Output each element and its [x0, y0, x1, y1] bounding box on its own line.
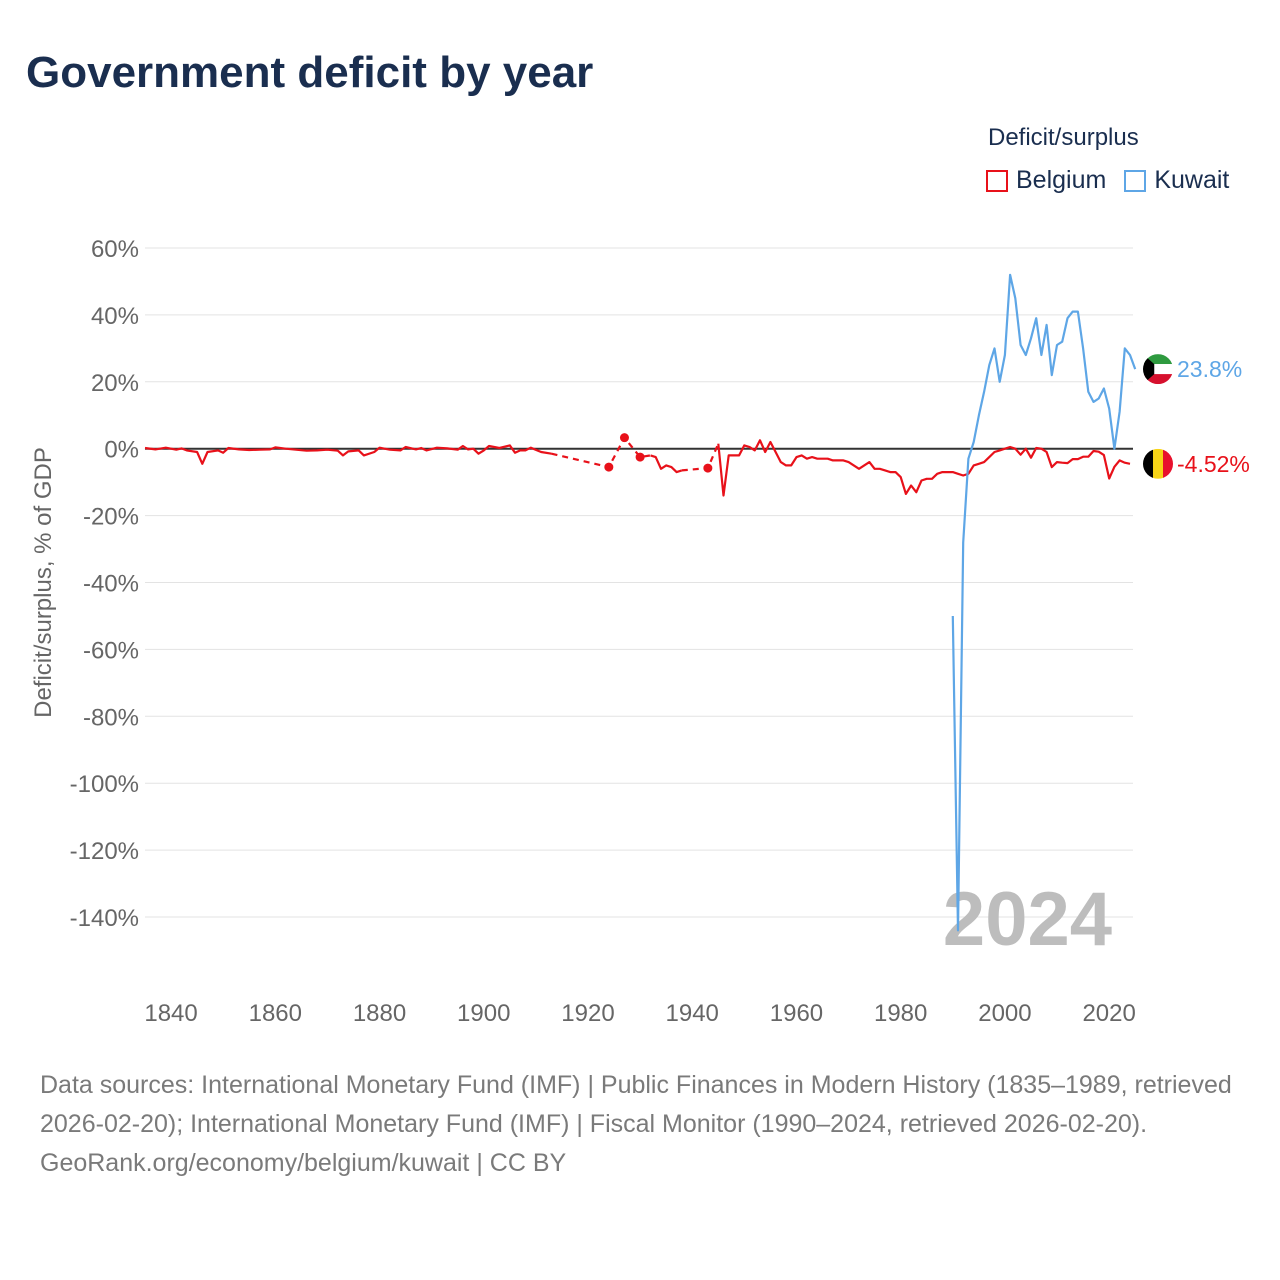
series-line-belgium	[650, 454, 683, 474]
y-tick-label: -20%	[83, 504, 139, 531]
footer: Data sources: International Monetary Fun…	[40, 1066, 1240, 1183]
y-tick-label: -60%	[83, 637, 139, 664]
x-tick-label: 1940	[666, 1000, 719, 1027]
y-tick-label: -120%	[70, 838, 139, 865]
y-tick-label: 0%	[104, 437, 139, 464]
y-tick-labels: 60% 40% 20% 0% -20% -40% -60% -80% -100% -120% -14…	[70, 236, 139, 932]
legend-label-kuwait: Kuwait	[1154, 166, 1230, 194]
series-line-belgium	[551, 436, 651, 469]
x-tick-label: 2000	[978, 1000, 1031, 1027]
x-tick-label: 1960	[770, 1000, 823, 1027]
legend-item-belgium[interactable]: Belgium	[986, 166, 1106, 195]
y-tick-label: 20%	[91, 370, 139, 397]
belgium-flag-icon	[1143, 448, 1173, 479]
end-value-label-belgium: -4.52%	[1177, 451, 1250, 477]
data-point-belgium	[703, 463, 713, 473]
credit-link[interactable]: GeoRank.org/economy/belgium/kuwait | CC …	[40, 1149, 567, 1177]
y-tick-label: -80%	[83, 704, 139, 731]
flag-band	[1143, 364, 1173, 375]
chart-area: 60% 40% 20% 0% -20% -40% -60% -80% -100% -120% -14…	[30, 236, 1250, 1027]
flag-band	[1143, 374, 1173, 385]
x-tick-label: 1900	[457, 1000, 510, 1027]
x-tick-label: 1860	[249, 1000, 302, 1027]
kuwait-flag-icon	[1143, 354, 1173, 385]
x-tick-labels: 1840 1860 1880 1900 1920 1940 1960 1980 2000 2020	[144, 1000, 1135, 1027]
legend-label-belgium: Belgium	[1016, 166, 1107, 194]
flag-band	[1143, 354, 1173, 365]
year-watermark: 2024	[943, 877, 1112, 962]
x-tick-label: 2020	[1082, 1000, 1135, 1027]
y-tick-label: -100%	[70, 771, 139, 798]
series-lines	[144, 273, 1137, 932]
series-line-kuwait	[951, 273, 1137, 932]
series-line-belgium	[144, 444, 552, 465]
y-axis-label: Deficit/surplus, % of GDP	[30, 447, 57, 718]
data-point-belgium	[619, 433, 629, 443]
chart-title: Government deficit by year	[26, 48, 594, 97]
legend-swatch-belgium	[986, 169, 1008, 192]
legend-swatch-kuwait	[1124, 169, 1147, 192]
x-tick-label: 1880	[353, 1000, 406, 1027]
grid-lines	[145, 247, 1133, 918]
flag-band	[1163, 448, 1173, 479]
flag-trapezoid	[1143, 354, 1155, 385]
x-tick-label: 1920	[561, 1000, 614, 1027]
end-labels: -4.52% 23.8%	[1143, 354, 1250, 479]
series-line-belgium	[717, 439, 1131, 497]
y-tick-label: -140%	[70, 905, 139, 932]
end-cap-belgium: -4.52%	[1143, 448, 1250, 479]
y-tick-label: 60%	[91, 236, 139, 263]
data-sources: Data sources: International Monetary Fun…	[40, 1071, 1232, 1138]
legend: Belgium Kuwait	[986, 166, 1247, 195]
legend-item-kuwait[interactable]: Kuwait	[1124, 166, 1229, 195]
data-point-belgium	[635, 452, 645, 462]
flag-band	[1143, 448, 1153, 479]
end-cap-kuwait: 23.8%	[1143, 354, 1242, 385]
y-tick-label: -40%	[83, 571, 139, 598]
y-tick-label: 40%	[91, 303, 139, 330]
flag-band	[1153, 448, 1163, 479]
end-value-label-kuwait: 23.8%	[1177, 356, 1242, 382]
x-tick-label: 1840	[144, 1000, 197, 1027]
legend-title: Deficit/surplus	[988, 124, 1139, 151]
data-point-belgium	[604, 462, 614, 472]
x-tick-label: 1980	[874, 1000, 927, 1027]
